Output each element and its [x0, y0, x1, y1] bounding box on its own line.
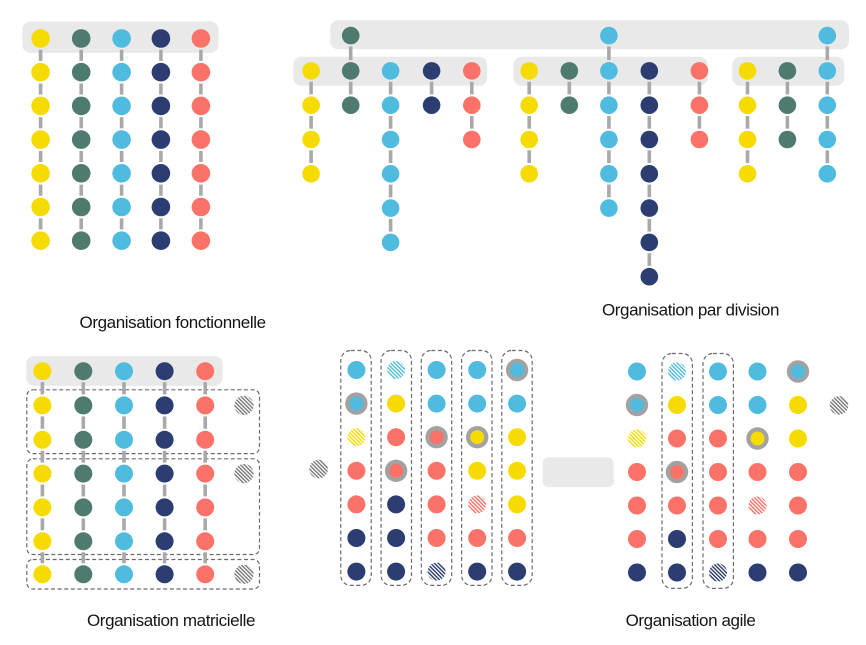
svg-text:Organisation par division: Organisation par division: [602, 300, 779, 319]
svg-text:Organisation agile: Organisation agile: [626, 611, 756, 630]
svg-text:Organisation matricielle: Organisation matricielle: [87, 611, 255, 630]
svg-text:Organisation fonctionnelle: Organisation fonctionnelle: [80, 313, 266, 332]
